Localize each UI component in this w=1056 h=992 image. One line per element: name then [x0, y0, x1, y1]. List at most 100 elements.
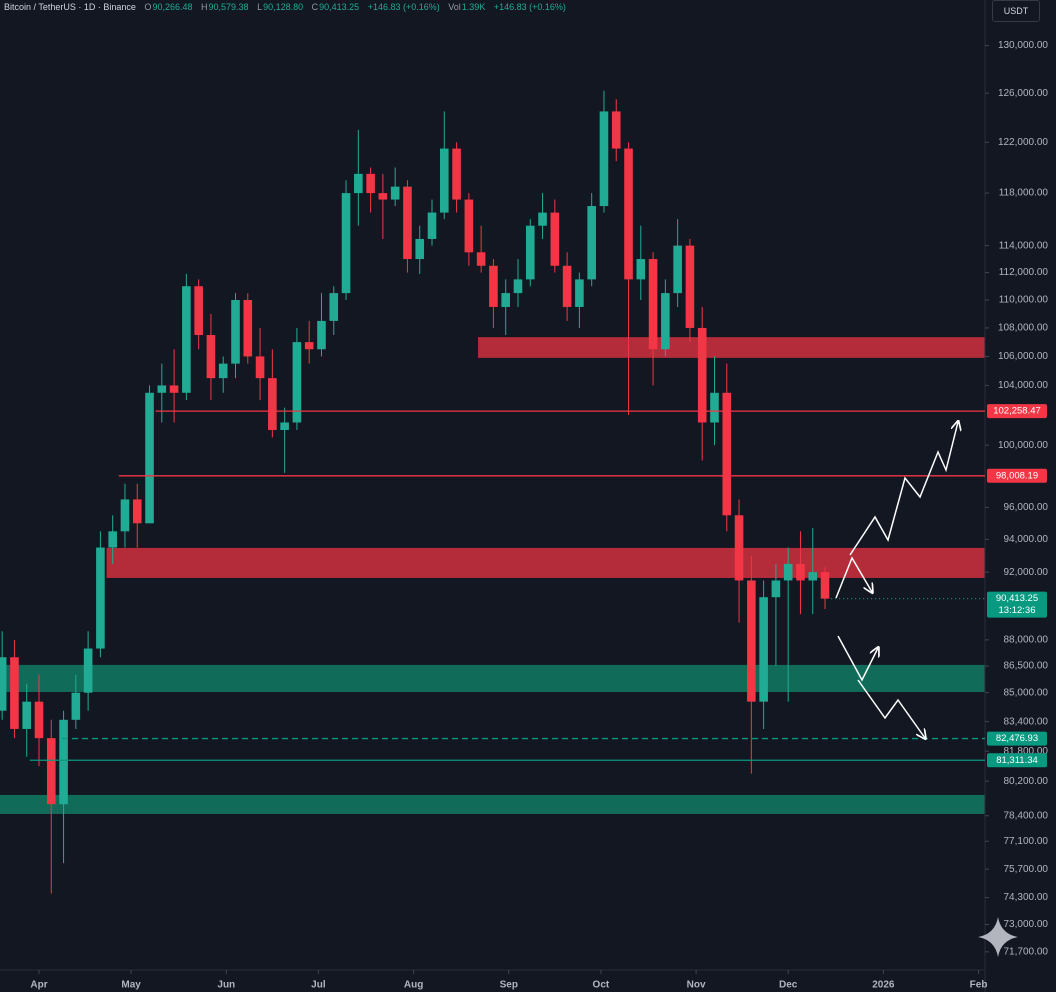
y-tick-label: 81,800.00: [1004, 746, 1049, 757]
price-tag-label: 81,311.34: [996, 755, 1038, 766]
ohlc-value: 90,266.48: [152, 2, 193, 12]
candle-body: [771, 580, 781, 598]
sparkle-icon: [978, 917, 1018, 957]
y-tick-label: 110,000.00: [999, 295, 1049, 306]
ohlc-key: C: [311, 2, 319, 12]
ohlc-value: 90,579.38: [208, 2, 249, 12]
candle-body: [599, 111, 609, 207]
y-tick-label: 130,000.00: [998, 40, 1048, 51]
candle-body: [268, 378, 277, 431]
candle-body: [378, 193, 388, 200]
candle-body: [132, 499, 142, 524]
vol-key: Vol: [448, 2, 461, 12]
candle-body: [710, 392, 719, 423]
x-tick-label: Jul: [311, 980, 326, 991]
y-tick-label: 106,000.00: [998, 351, 1048, 362]
symbol-header: Bitcoin / TetherUS · 1D · Binance O90,26…: [4, 2, 572, 12]
y-tick-label: 77,100.00: [1004, 836, 1049, 847]
candle-body: [501, 293, 511, 307]
y-tick-label: 100,000.00: [998, 440, 1048, 451]
y-tick-label: 74,300.00: [1004, 892, 1049, 903]
price-tag: [987, 591, 1047, 618]
candle-body: [550, 212, 560, 266]
symbol: Bitcoin / TetherUS · 1D · Binance: [4, 2, 136, 12]
vol: 1.39K: [461, 2, 486, 12]
x-tick-label: 2026: [872, 980, 895, 991]
x-tick-label: Jun: [217, 980, 235, 991]
y-tick-label: 85,000.00: [1004, 687, 1049, 698]
candle-body: [403, 186, 412, 260]
price-tag: [987, 731, 1047, 746]
x-tick-label: Aug: [404, 980, 423, 991]
candle-body: [34, 701, 44, 739]
candle-body: [513, 279, 523, 294]
candle-body: [157, 385, 167, 393]
arrow-bounce: [837, 635, 878, 682]
countdown: 13:12:36: [999, 605, 1036, 616]
candle-body: [59, 719, 68, 805]
candle-body: [243, 300, 253, 357]
candle-body: [46, 738, 56, 805]
candle-body: [341, 193, 351, 294]
y-tick-label: 92,000.00: [1004, 567, 1049, 578]
candle-body: [734, 515, 744, 581]
candle-body: [611, 111, 621, 149]
candle-body: [525, 225, 535, 280]
currency-button[interactable]: USDT: [992, 0, 1040, 22]
y-tick-label: 86,500.00: [1004, 661, 1049, 672]
y-tick-label: 104,000.00: [998, 380, 1048, 391]
candle-body: [673, 245, 682, 294]
price-tag-label: 82,476.93: [996, 733, 1038, 744]
x-tick-label: Dec: [779, 980, 798, 991]
candle-body: [759, 597, 768, 702]
y-tick-label: 88,000.00: [1004, 634, 1049, 645]
change: +146.83 (+0.16%): [367, 2, 440, 12]
y-tick-label: 73,000.00: [1004, 919, 1049, 930]
candle-body: [783, 563, 793, 581]
candle-body: [796, 563, 805, 581]
candle-body: [415, 238, 425, 260]
candle-body: [427, 212, 437, 239]
candle-body: [661, 293, 670, 350]
candle-body: [231, 300, 240, 364]
price-tag: [987, 404, 1047, 419]
vol-change: +146.83 (+0.16%): [493, 2, 566, 12]
candle-body: [624, 148, 633, 280]
zone: [106, 547, 986, 578]
candle-body: [22, 701, 32, 729]
candle-body: [218, 363, 228, 379]
zone: [0, 664, 985, 692]
y-tick-label: 78,400.00: [1004, 810, 1049, 821]
candle-body: [747, 580, 756, 702]
ohlc-key: O: [144, 2, 152, 12]
candle-body: [808, 572, 818, 581]
candle-body: [587, 206, 596, 280]
y-tick-label: 122,000.00: [998, 137, 1048, 148]
price-tag: [987, 753, 1047, 768]
candle-body: [648, 259, 658, 350]
x-tick-label: May: [121, 980, 141, 991]
candle-body: [108, 531, 117, 548]
x-tick-label: Feb: [970, 980, 988, 991]
candle-body: [182, 286, 191, 393]
candle-body: [304, 342, 314, 350]
candle-body: [206, 335, 216, 379]
price-tag-label: 102,258.47: [993, 406, 1041, 417]
candle-body: [562, 265, 572, 307]
candle-body: [317, 320, 326, 350]
arrow-up-path: [849, 422, 958, 556]
price-tag: [987, 468, 1047, 483]
y-tick-label: 80,200.00: [1004, 776, 1049, 787]
candle-body: [329, 293, 339, 321]
candle-body: [636, 259, 646, 280]
candle-body: [538, 212, 547, 226]
candle-body: [10, 657, 19, 729]
zone: [478, 337, 985, 358]
price-tag-label: 90,413.25: [996, 593, 1038, 604]
y-tick-label: 126,000.00: [998, 88, 1048, 99]
candle-body: [194, 286, 203, 336]
candle-body: [292, 342, 302, 423]
arrow-pullback: [835, 556, 872, 599]
